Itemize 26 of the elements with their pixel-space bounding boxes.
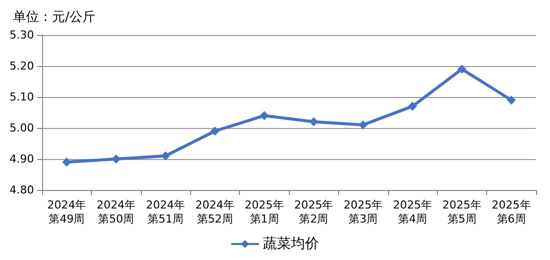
- x-tick-label: 2025年第6周: [492, 198, 531, 226]
- y-axis-title: 单位：元/公斤: [13, 10, 96, 25]
- y-tick-label: 5.30: [10, 28, 34, 42]
- x-tick-label: 2025年第2周: [294, 198, 334, 226]
- point: [506, 96, 516, 105]
- point: [408, 102, 417, 111]
- x-tick-label: 2024年第52周: [195, 198, 234, 226]
- point: [161, 151, 170, 160]
- x-tick-label: 2024年第51周: [146, 198, 185, 226]
- point: [62, 158, 72, 167]
- x-tick-label: 2025年第4周: [393, 198, 432, 226]
- x-tick-label: 2025年第3周: [344, 198, 383, 226]
- point: [457, 64, 466, 74]
- y-tick-label: 4.80: [10, 184, 34, 196]
- x-tick-label: 2024年第50周: [96, 198, 136, 226]
- y-tick-label: 4.90: [10, 152, 34, 166]
- point: [210, 126, 220, 136]
- x-tick-label: 2025年第1周: [244, 198, 284, 226]
- y-tick-label: 5.00: [10, 122, 34, 134]
- legend-label: 蔬菜均价: [263, 236, 319, 252]
- x-tick-label: 2025年第5周: [442, 198, 482, 226]
- y-tick-label: 5.20: [10, 60, 34, 72]
- point: [260, 111, 269, 120]
- point: [358, 120, 368, 130]
- x-tick-label: 2024年第49周: [47, 198, 86, 226]
- y-tick-label: 5.10: [10, 90, 34, 104]
